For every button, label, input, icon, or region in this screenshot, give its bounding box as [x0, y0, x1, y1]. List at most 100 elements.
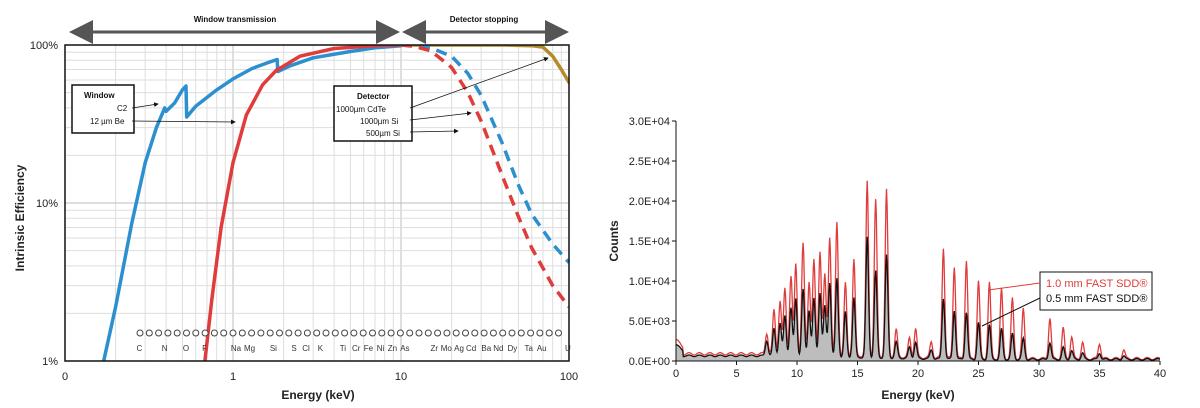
- element-marker-circle: [359, 329, 367, 337]
- element-marker-circle: [248, 329, 256, 337]
- right-series-group: [676, 180, 1160, 361]
- detector-box: [333, 85, 413, 142]
- left-series-line-3: [400, 45, 569, 264]
- element-marker-circle: [303, 329, 311, 337]
- window-box-title: Window: [84, 91, 115, 100]
- window-c2-pointer: [131, 102, 159, 109]
- element-marker-circle: [238, 329, 246, 337]
- right-x-tick-label: 30: [1033, 368, 1045, 380]
- element-marker-circle: [415, 329, 423, 337]
- legend-entry-05mm: 0.5 mm FAST SDD®: [1046, 293, 1147, 305]
- left-tick-labels: 0 1 10 100 1% 10% 100%: [30, 40, 578, 383]
- element-label: Na: [231, 344, 242, 353]
- element-marker-circle: [517, 329, 525, 337]
- detector-box-item-si500: 500µm Si: [366, 129, 400, 138]
- detector-si500-pointer: [409, 128, 459, 134]
- window-be-pointer: [131, 119, 236, 125]
- element-label: Au: [537, 344, 547, 353]
- detector-annotation: Detector 1000µm CdTe 1000µm Si 500µm Si: [333, 57, 549, 142]
- left-x-axis-label: Energy (keV): [281, 388, 354, 402]
- right-x-tick-label: 25: [972, 368, 984, 380]
- region-label-window: Window transmission: [194, 15, 277, 24]
- element-label: Cd: [466, 344, 476, 353]
- right-legend: 1.0 mm FAST SDD® 0.5 mm FAST SDD®: [981, 271, 1153, 327]
- legend-pointer-1mm: [987, 282, 1041, 291]
- right-x-tick-label: 40: [1154, 368, 1166, 380]
- element-marker-circle: [164, 329, 172, 337]
- element-marker-circle: [443, 329, 451, 337]
- detector-cdte-pointer: [409, 57, 549, 109]
- series-line-05mm: [676, 236, 1160, 361]
- element-label: Mo: [441, 344, 453, 353]
- legend-entry-1mm: 1.0 mm FAST SDD®: [1046, 278, 1147, 290]
- element-marker-circle: [462, 329, 469, 337]
- right-x-tick-label: 0: [673, 368, 679, 380]
- detector-box-title: Detector: [357, 92, 389, 101]
- element-marker-circle: [369, 329, 376, 337]
- element-marker-circle: [192, 329, 200, 337]
- element-label: F: [202, 344, 207, 353]
- element-marker-circle: [536, 329, 544, 337]
- left-series-group: [101, 45, 569, 361]
- right-y-tick-label: 3.0E+04: [629, 116, 670, 128]
- element-label: Ag: [454, 344, 464, 353]
- left-x-tick-label: 10: [395, 371, 407, 383]
- element-marker-circle: [499, 329, 507, 337]
- left-series-line-4: [400, 45, 569, 308]
- element-marker-circle: [471, 329, 479, 337]
- window-box-item-be: 12 µm Be: [90, 117, 125, 126]
- right-x-tick-label: 20: [912, 368, 924, 380]
- element-label: Ta: [524, 344, 533, 353]
- element-marker-circle: [201, 329, 209, 337]
- window-box-item-c2: C2: [117, 104, 128, 113]
- spectrum-chart: 0 5 10 15 20 25 30 35 40 0.0E+00 5.0E+03 1.0E+04 1.5…: [607, 116, 1166, 402]
- element-marker-circle: [489, 329, 497, 337]
- element-marker-circle: [145, 329, 153, 337]
- element-marker-circle: [396, 329, 404, 337]
- right-y-axis-label: Counts: [607, 220, 621, 262]
- right-y-tick-label: 1.0E+04: [629, 276, 670, 288]
- element-marker-circle: [480, 329, 488, 337]
- element-marker-circle: [276, 329, 283, 337]
- series-line-1mm: [676, 180, 1160, 361]
- right-y-tick-label: 5.0E+03: [629, 316, 670, 328]
- element-marker-circle: [527, 329, 535, 337]
- element-label: Dy: [507, 344, 517, 353]
- detector-box-item-si1000: 1000µm Si: [360, 117, 399, 126]
- element-marker-circle: [220, 329, 228, 337]
- element-label: Si: [270, 344, 277, 353]
- element-label: Ni: [377, 344, 385, 353]
- element-marker-circle: [406, 329, 414, 337]
- element-label: K: [318, 344, 324, 353]
- element-marker-circle: [266, 329, 274, 337]
- element-marker-circle: [229, 329, 237, 337]
- element-marker-circle: [313, 329, 321, 337]
- element-label: Nd: [493, 344, 503, 353]
- element-marker-circle: [294, 329, 302, 337]
- element-label: Cl: [302, 344, 310, 353]
- element-label: Zr: [430, 344, 438, 353]
- window-annotation: Window C2 12 µm Be: [71, 84, 236, 134]
- element-marker-circle: [285, 329, 293, 337]
- element-marker-circle: [555, 329, 562, 337]
- element-marker-circle: [378, 329, 386, 337]
- left-y-axis-label: Intrinsic Efficiency: [13, 164, 27, 271]
- right-x-tick-label: 35: [1093, 368, 1105, 380]
- right-y-tick-label: 0.0E+00: [629, 356, 670, 368]
- right-tick-labels: 0 5 10 15 20 25 30 35 40 0.0E+00 5.0E+03 1.0E+04 1.5…: [629, 116, 1166, 380]
- left-y-tick-label: 100%: [30, 40, 58, 52]
- element-label: S: [291, 344, 296, 353]
- element-marker-circle: [387, 329, 395, 337]
- element-marker-circle: [434, 329, 442, 337]
- element-marker-circle: [173, 329, 181, 337]
- element-label: Fe: [364, 344, 374, 353]
- element-label: Cr: [352, 344, 361, 353]
- element-markers: C N O F Na Mg Si S Cl K Ti Cr Fe Ni Zn As Zr Mo Ag Cd Ba Nd Dy…: [136, 329, 571, 353]
- element-marker-circle: [452, 329, 460, 337]
- element-label: Zn: [388, 344, 397, 353]
- element-label: Ba: [481, 344, 491, 353]
- element-label: O: [183, 344, 189, 353]
- region-label-detector: Detector stopping: [450, 15, 519, 24]
- left-x-tick-label: 100: [560, 371, 578, 383]
